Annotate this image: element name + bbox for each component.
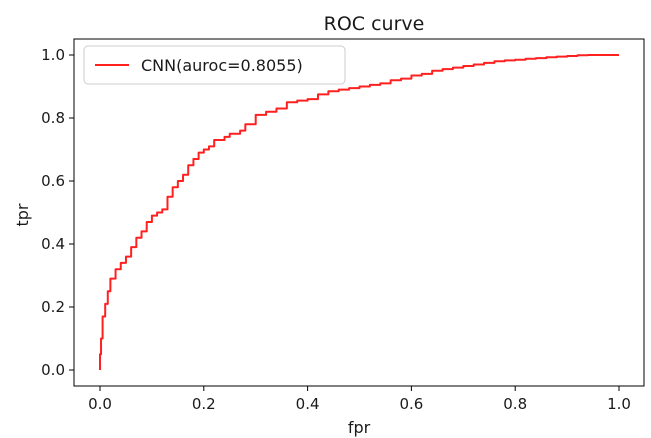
legend-box bbox=[83, 45, 346, 85]
y-tick-label: 0.8 bbox=[41, 109, 65, 127]
roc-series-line bbox=[99, 54, 619, 370]
y-tick-label: 0.4 bbox=[41, 235, 65, 253]
x-axis: 0.0 0.2 0.4 0.6 0.8 1.0 bbox=[88, 386, 631, 413]
series-layer bbox=[99, 54, 619, 370]
x-tick-label: 0.6 bbox=[399, 395, 423, 413]
chart-title: ROC curve bbox=[324, 13, 425, 35]
x-tick-label: 0.2 bbox=[192, 395, 216, 413]
plot-area bbox=[73, 38, 645, 387]
legend-label: CNN(auroc=0.8055) bbox=[141, 56, 303, 75]
y-axis-label: tpr bbox=[13, 203, 32, 226]
x-tick-label: 0.0 bbox=[88, 395, 112, 413]
y-tick-label: 0.6 bbox=[41, 172, 65, 190]
y-tick-label: 0.2 bbox=[41, 298, 65, 316]
x-axis-label: fpr bbox=[348, 418, 371, 437]
y-axis: 0.0 0.2 0.4 0.6 0.8 1.0 bbox=[41, 46, 74, 379]
y-tick-label: 0.0 bbox=[41, 361, 65, 379]
y-tick-label: 1.0 bbox=[41, 46, 65, 64]
x-tick-label: 1.0 bbox=[607, 395, 631, 413]
x-tick-label: 0.4 bbox=[296, 395, 320, 413]
legend: CNN(auroc=0.8055) bbox=[83, 45, 346, 85]
x-tick-label: 0.8 bbox=[503, 395, 527, 413]
